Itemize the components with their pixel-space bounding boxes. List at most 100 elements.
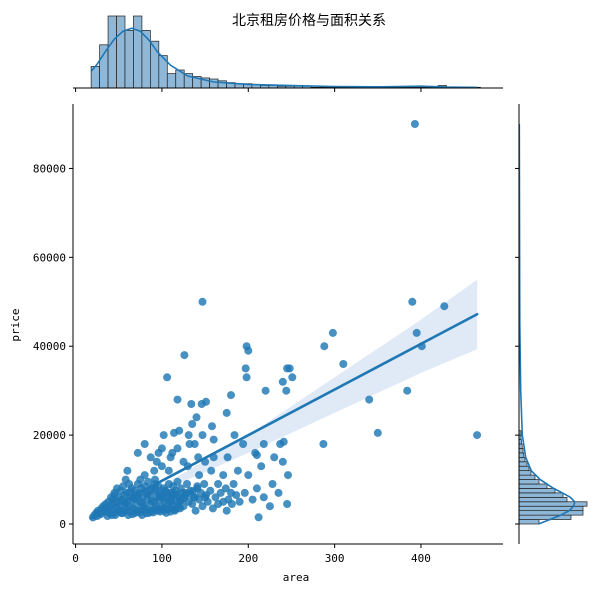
scatter-points-layer [88,120,482,522]
scatter-point [170,428,178,437]
scatter-point [163,373,172,382]
scatter-point [119,482,128,491]
x-tick-label: 400 [411,552,431,565]
scatter-point [222,408,231,417]
scatter-point [198,502,207,511]
scatter-point [252,484,261,493]
scatter-point [259,440,268,448]
scatter-point [157,462,166,471]
scatter-point [244,471,253,480]
scatter-point [159,431,168,440]
x-histogram-bar [133,15,143,89]
scatter-point [164,466,173,475]
scatter-point [154,448,163,457]
scatter-point [235,497,244,506]
scatter-point [270,453,279,462]
scatter-point [285,364,294,373]
y-histogram-bar [518,461,528,467]
chart-title: 北京租房价格与面积关系 [232,13,386,29]
x-histogram-bar [107,15,117,89]
x-tick-label: 100 [152,552,172,565]
scatter-point [206,486,215,495]
scatter-point [190,440,199,448]
scatter-point [252,451,261,460]
x-histogram-bar [166,73,177,89]
scatter-point [268,480,277,488]
scatter-point [244,346,253,355]
x-tick-label: 200 [238,552,258,565]
scatter-point [265,502,274,511]
scatter-point [202,397,210,406]
regression-line-layer [89,312,479,520]
x-histogram-bar [209,78,219,89]
scatter-point [208,422,216,431]
x-histogram-bar [141,30,151,89]
y-histogram-bar [518,456,526,463]
marginal-y-histogram [518,104,588,544]
scatter-point [191,506,200,515]
scatter-point [166,453,175,462]
main-plot-area [88,120,482,523]
y-histogram-bar [518,479,540,485]
marginal-x-histogram [73,15,503,89]
scatter-point [123,466,132,475]
y-tick-label: 40000 [33,340,66,353]
scatter-point [408,297,417,306]
x-tick-label: 300 [325,552,345,565]
scatter-point [229,480,238,488]
y-tick-label: 0 [59,518,66,531]
scatter-point [188,420,197,428]
scatter-point [241,364,250,373]
scatter-point [173,477,182,486]
y-histogram-bar [518,501,588,507]
scatter-point [126,488,134,496]
scatter-point [180,494,189,503]
scatter-point [110,491,119,500]
scatter-point [140,440,149,448]
x-axis-label: area [283,571,310,584]
y-histogram-bar [518,474,536,480]
scatter-point [203,497,212,506]
axes-layer: 0 100 200 300 400 0 20000 40000 60000 80000 [33,88,519,565]
scatter-point [365,395,374,404]
x-histogram-bar [124,30,134,89]
y-tick-label: 80000 [33,162,66,175]
scatter-point [150,466,159,475]
scatter-point [221,484,230,493]
scatter-point [184,431,193,440]
y-histogram-bar [518,496,568,503]
scatter-point [223,453,232,462]
scatter-point [259,493,268,502]
scatter-point [283,500,292,508]
scatter-point [278,377,287,386]
scatter-point [284,471,292,480]
y-histogram-bar [518,465,530,472]
scatter-point [257,462,266,471]
x-kde-curve [90,27,478,89]
scatter-point [172,490,181,499]
y-histogram-bar [518,492,564,498]
scatter-point [282,386,291,395]
y-tick-label: 60000 [33,251,66,264]
scatter-point [192,413,201,422]
scatter-point [195,471,204,480]
scatter-point [403,386,412,395]
scatter-point [473,431,482,440]
scatter-point [147,496,156,505]
scatter-point [222,506,231,515]
scatter-point [144,477,153,486]
scatter-point [410,120,419,128]
y-histogram-bar [518,470,532,476]
scatter-point [207,466,216,475]
scatter-point [240,488,249,497]
scatter-point [230,431,239,440]
scatter-point [239,440,248,448]
scatter-point [328,328,337,337]
scatter-point [138,498,147,507]
scatter-point [319,440,328,448]
scatter-point [195,495,204,504]
scatter-point [320,342,329,351]
scatter-point [143,489,152,498]
scatter-point [151,485,160,494]
